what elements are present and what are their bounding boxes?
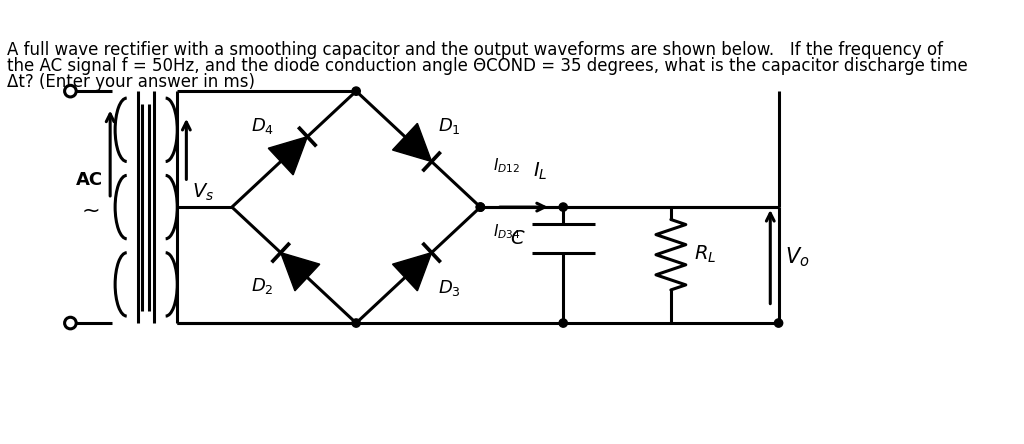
Polygon shape (392, 123, 431, 162)
Circle shape (559, 319, 567, 327)
Circle shape (65, 317, 76, 329)
Text: A full wave rectifier with a smoothing capacitor and the output waveforms are sh: A full wave rectifier with a smoothing c… (6, 41, 943, 59)
Text: $I_{D34}$: $I_{D34}$ (493, 222, 520, 241)
Text: the AC signal f = 50Hz, and the diode conduction angle ΘCOND = 35 degrees, what : the AC signal f = 50Hz, and the diode co… (6, 57, 968, 75)
Polygon shape (392, 253, 431, 291)
Circle shape (352, 87, 360, 95)
Text: $D_1$: $D_1$ (438, 116, 461, 136)
Text: $D_3$: $D_3$ (438, 278, 461, 298)
Polygon shape (281, 253, 319, 291)
Circle shape (65, 85, 76, 97)
Circle shape (774, 319, 782, 327)
Text: $C$: $C$ (510, 229, 525, 248)
Circle shape (559, 203, 567, 211)
Text: Δt? (Enter your answer in ms): Δt? (Enter your answer in ms) (6, 73, 255, 91)
Polygon shape (268, 137, 307, 175)
Text: $I_L$: $I_L$ (534, 161, 548, 182)
Text: AC: AC (76, 171, 103, 189)
Text: $V_o$: $V_o$ (785, 245, 810, 269)
Circle shape (476, 203, 484, 211)
Text: $V_s$: $V_s$ (193, 182, 214, 203)
Text: $I_{D12}$: $I_{D12}$ (493, 156, 520, 175)
Text: ~: ~ (82, 201, 100, 221)
Text: $D_4$: $D_4$ (251, 116, 274, 136)
Circle shape (476, 203, 484, 211)
Circle shape (352, 319, 360, 327)
Text: $R_L$: $R_L$ (694, 244, 717, 266)
Text: $D_2$: $D_2$ (251, 276, 273, 296)
